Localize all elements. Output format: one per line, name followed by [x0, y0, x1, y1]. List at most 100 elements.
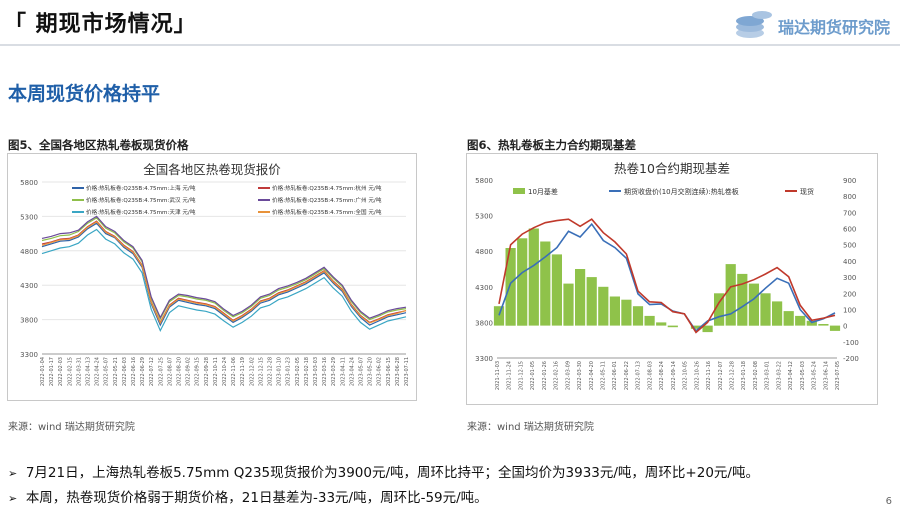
legend-label: 价格:热轧板卷:Q235B:4.75mm:天津 元/吨: [86, 208, 196, 216]
x-tick-label: 2022-11-19: [240, 357, 246, 386]
basis-bar: [575, 269, 586, 326]
x-tick-label: 2022-12-07: [718, 361, 724, 390]
basis-bar: [609, 296, 620, 326]
x-tick-label: 2022-11-16: [706, 361, 712, 390]
chart-title: 全国各地区热卷现货报价: [143, 162, 281, 177]
y-right-tick-label: 900: [843, 177, 856, 185]
x-tick-label: 2022-08-07: [167, 357, 173, 386]
header-divider: [0, 44, 900, 46]
x-tick-label: 2022-04-20: [589, 361, 595, 390]
y-right-tick-label: 0: [843, 323, 847, 331]
basis-bar: [690, 325, 702, 329]
basis-bar: [598, 286, 609, 326]
basis-bar: [667, 325, 678, 328]
x-tick-label: 2022-12-02: [249, 357, 255, 386]
y-left-tick-label: 3800: [475, 319, 493, 327]
y-left-tick-label: 4800: [475, 248, 493, 256]
x-tick-label: 2023-04-11: [340, 357, 346, 386]
y-left-tick-label: 5300: [475, 213, 493, 221]
basis-bar: [818, 324, 829, 326]
x-tick-label: 2022-01-26: [542, 361, 548, 390]
figure5-caption: 图5、全国各地区热轧卷板现货价格: [8, 138, 189, 152]
x-tick-label: 2022-10-26: [694, 361, 700, 390]
figure5-panel: 全国各地区热卷现货报价 5800 5300 4800 4300 3800 3300 2022-…: [7, 153, 417, 401]
legend-label: 10月基差: [528, 187, 558, 196]
x-tick-label: 2022-05-11: [601, 361, 607, 390]
basis-bar: [714, 293, 725, 326]
figure6-caption: 图6、热轧卷板主力合约期现基差: [467, 138, 636, 152]
x-tick-label: 2023-06-02: [377, 357, 383, 386]
basis-bar: [632, 306, 644, 326]
basis-bar: [806, 320, 817, 326]
basis-bar: [772, 301, 783, 326]
x-tick-label: 2023-05-20: [368, 357, 374, 386]
x-tick-label: 2022-06-29: [140, 357, 146, 386]
x-tick-label: 2022-07-12: [149, 357, 155, 386]
x-tick-label: 2021-11-24: [507, 361, 513, 390]
x-tick-label: 2022-10-24: [222, 357, 228, 386]
legend-label: 价格:热轧板卷:Q235B:4.75mm:杭州 元/吨: [272, 184, 382, 192]
x-tick-label: 2022-04-24: [95, 357, 101, 386]
y-right-tick-label: 100: [843, 306, 856, 314]
x-tick-label: 2022-01-05: [530, 361, 536, 390]
y-tick-label: 4300: [20, 282, 38, 290]
x-tick-label: 2022-06-03: [122, 357, 128, 386]
legend-label: 现货: [800, 187, 814, 196]
chart-basis: 热卷10合约期现基差 5800 5300 4800 4300 3800 3300 900 800…: [475, 161, 859, 390]
legend-label: 价格:热轧板卷:Q235B:4.75mm:上海 元/吨: [86, 184, 196, 192]
x-tick-label: 2022-02-03: [58, 357, 64, 386]
x-tick-label: 2023-03-03: [313, 357, 319, 386]
y-left-tick-label: 3300: [475, 355, 493, 363]
y-tick-label: 5800: [20, 179, 38, 187]
x-tick-label: 2022-08-03: [647, 361, 653, 390]
x-tick-label: 2022-11-06: [231, 357, 237, 386]
basis-bar: [656, 322, 667, 326]
bullet-arrow-icon: ➢: [8, 492, 18, 505]
x-tick-label: 2022-01-17: [49, 357, 55, 386]
series-line: [41, 215, 407, 319]
basis-bar: [829, 325, 841, 331]
coin-stack-icon: [736, 11, 772, 38]
company-logo: [736, 11, 772, 38]
basis-bar: [528, 228, 539, 326]
x-tick-label: 2023-05-03: [800, 361, 806, 390]
series-line: [41, 221, 407, 325]
legend-label: 价格:热轧板卷:Q235B:4.75mm:全国 元/吨: [272, 208, 382, 216]
x-tick-label: 2023-07-05: [835, 361, 841, 390]
basis-bar: [517, 238, 528, 326]
y-right-tick-label: 400: [843, 258, 856, 266]
x-tick-label: 2022-08-24: [659, 361, 665, 390]
series-line: [41, 222, 407, 327]
y-right-tick-label: 500: [843, 242, 856, 250]
basis-bar: [621, 299, 632, 326]
series-line: [41, 217, 407, 321]
x-tick-label: 2022-09-28: [204, 357, 210, 386]
basis-bar: [586, 277, 597, 326]
x-tick-label: 2022-09-14: [671, 361, 677, 390]
legend-swatch: [513, 188, 525, 194]
header-title: 「 期现市场情况」: [4, 12, 197, 37]
basis-bar: [795, 315, 806, 326]
x-tick-label: 2022-12-28: [268, 357, 274, 386]
x-tick-label: 2023-04-12: [788, 361, 794, 390]
x-tick-label: 2022-03-30: [577, 361, 583, 390]
y-right-tick-label: -200: [843, 355, 859, 363]
x-tick-label: 2023-03-16: [322, 357, 328, 386]
x-tick-label: 2023-03-22: [776, 361, 782, 390]
bullet-item: ➢ 7月21日，上海热轧卷板5.75mm Q235现货报价为3900元/吨，周环…: [8, 461, 759, 481]
y-tick-label: 5300: [20, 213, 38, 221]
x-tick-label: 2023-01-23: [286, 357, 292, 386]
x-tick-label: 2023-01-18: [741, 361, 747, 390]
legend-label: 价格:热轧板卷:Q235B:4.75mm:广州 元/吨: [272, 196, 382, 204]
x-tick-label: 2023-01-10: [277, 357, 283, 386]
y-tick-label: 4800: [20, 248, 38, 256]
basis-bar: [783, 311, 794, 326]
bullet-item: ➢ 本周，热卷现货价格弱于期货价格，21日基差为-33元/吨，周环比-59元/吨…: [8, 486, 488, 506]
figure6-source: 来源：wind 瑞达期货研究院: [467, 422, 594, 433]
x-tick-label: 2022-07-25: [158, 357, 164, 386]
basis-bar: [702, 325, 713, 333]
bullet-text: 本周，热卷现货价格弱于期货价格，21日基差为-33元/吨，周环比-59元/吨。: [25, 490, 488, 506]
x-tick-label: 2022-06-22: [624, 361, 630, 390]
basis-bar: [725, 264, 736, 326]
y-right-tick-label: 200: [843, 290, 856, 298]
